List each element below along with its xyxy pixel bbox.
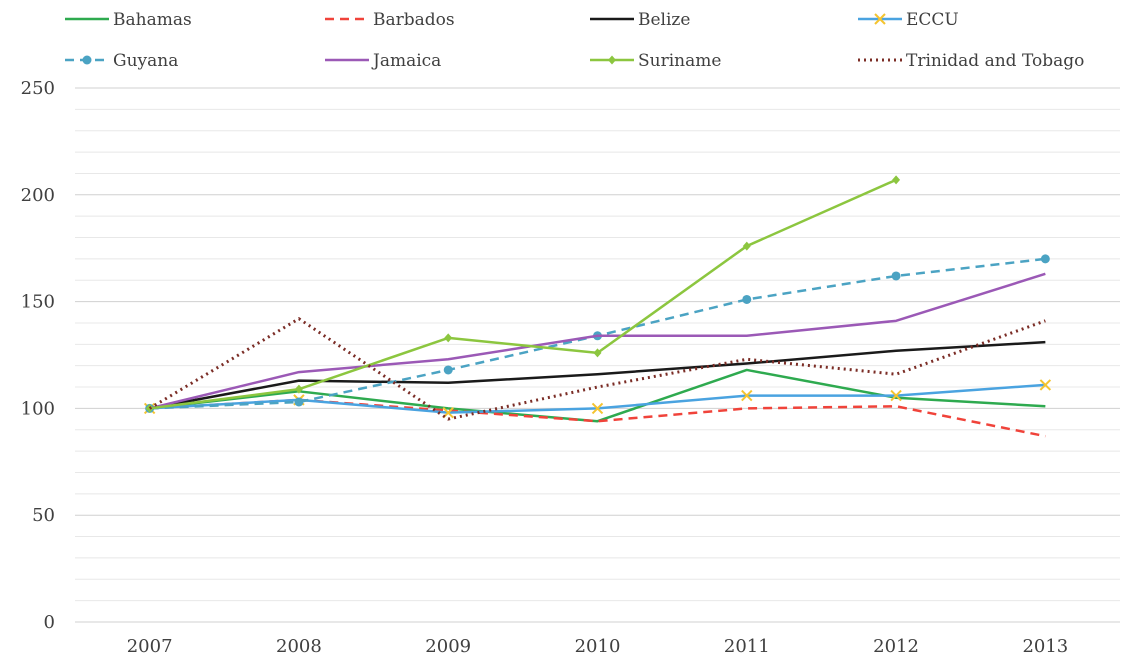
- x-tick-label: 2007: [127, 636, 173, 657]
- y-tick-label: 250: [21, 78, 55, 99]
- x-tick-label: 2011: [724, 636, 770, 657]
- legend: Bahamas Barbados Belize ECCU Guyana Jamaica Su…: [65, 10, 1084, 71]
- grid-lines: [75, 87, 1120, 623]
- data-point-guyana: [443, 365, 453, 375]
- data-point-suriname: [294, 384, 303, 394]
- y-tick-label: 200: [21, 185, 55, 206]
- series-trinidad-and-tobago: [148, 317, 1046, 421]
- x-tick-label: 2008: [276, 636, 322, 657]
- y-axis-ticks: 0 50 100 150 200 250: [21, 78, 55, 633]
- data-point-guyana: [1040, 254, 1050, 264]
- legend-label: ECCU: [906, 10, 959, 30]
- legend-item-suriname: Suriname: [590, 51, 721, 71]
- data-point-eccu: [890, 389, 902, 402]
- data-point-suriname: [742, 241, 751, 251]
- x-tick-label: 2013: [1022, 636, 1068, 657]
- series-guyana: [145, 254, 1050, 413]
- legend-label: Guyana: [113, 51, 178, 71]
- data-point-suriname: [593, 348, 602, 358]
- legend-item-trinidad-and-tobago: Trinidad and Tobago: [858, 51, 1084, 71]
- y-tick-label: 50: [32, 505, 55, 526]
- series-line-belize: [149, 340, 1046, 410]
- series-suriname: [145, 175, 901, 413]
- legend-label: Barbados: [373, 10, 455, 30]
- legend-label: Jamaica: [371, 51, 441, 71]
- x-tick-label: 2009: [425, 636, 471, 657]
- legend-marker: [82, 55, 92, 65]
- series-belize: [149, 340, 1046, 410]
- series-jamaica: [149, 272, 1046, 410]
- legend-label: Trinidad and Tobago: [906, 51, 1084, 71]
- series-line-trinidad-and-tobago: [148, 317, 1046, 421]
- data-point-eccu: [741, 389, 753, 402]
- data-point-guyana: [891, 271, 901, 281]
- series-line-suriname: [149, 178, 897, 410]
- data-point-guyana: [294, 397, 304, 407]
- legend-marker: [874, 13, 886, 25]
- legend-item-guyana: Guyana: [65, 51, 178, 71]
- legend-item-jamaica: Jamaica: [325, 51, 441, 71]
- y-tick-label: 150: [21, 292, 55, 313]
- legend-item-eccu: ECCU: [858, 10, 959, 30]
- data-point-guyana: [742, 294, 752, 304]
- legend-label: Belize: [638, 10, 690, 30]
- legend-label: Suriname: [638, 51, 721, 71]
- series-line-barbados: [149, 398, 1046, 438]
- series-group: [143, 175, 1052, 438]
- legend-marker: [608, 55, 616, 65]
- x-axis-ticks: 2007 2008 2009 2010 2011 2012 2013: [127, 636, 1069, 657]
- y-tick-label: 100: [21, 398, 55, 419]
- data-point-suriname: [892, 175, 901, 185]
- data-point-eccu: [1039, 379, 1052, 391]
- legend-label: Bahamas: [113, 10, 192, 30]
- legend-item-bahamas: Bahamas: [65, 10, 192, 30]
- y-tick-label: 0: [44, 612, 55, 633]
- data-point-eccu: [591, 402, 604, 415]
- series-line-jamaica: [149, 272, 1046, 410]
- data-point-suriname: [444, 333, 453, 343]
- x-tick-label: 2010: [575, 636, 621, 657]
- x-tick-label: 2012: [873, 636, 919, 657]
- legend-item-belize: Belize: [590, 10, 690, 30]
- series-barbados: [149, 398, 1046, 438]
- legend-item-barbados: Barbados: [325, 10, 455, 30]
